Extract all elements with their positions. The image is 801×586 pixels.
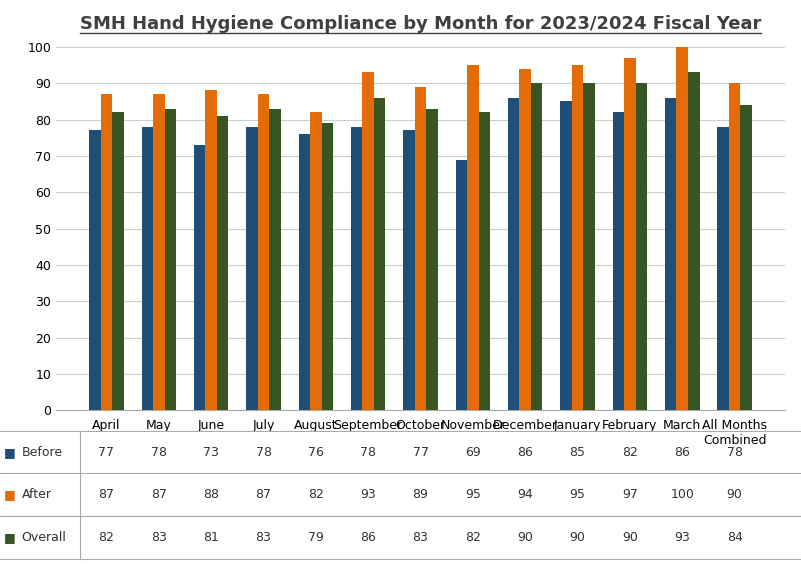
Text: 89: 89 <box>413 488 429 502</box>
Bar <box>740 105 752 410</box>
Text: Before: Before <box>22 445 62 459</box>
Bar <box>89 131 101 410</box>
Bar <box>479 113 490 410</box>
Bar <box>205 90 217 410</box>
Text: 73: 73 <box>203 445 219 459</box>
Text: 82: 82 <box>622 445 638 459</box>
Title: SMH Hand Hygiene Compliance by Month for 2023/2024 Fiscal Year: SMH Hand Hygiene Compliance by Month for… <box>80 15 761 33</box>
Text: 90: 90 <box>517 531 533 544</box>
Text: 81: 81 <box>203 531 219 544</box>
Bar <box>310 113 321 410</box>
Bar <box>374 98 385 410</box>
Text: 86: 86 <box>360 531 376 544</box>
Text: 78: 78 <box>727 445 743 459</box>
Text: 94: 94 <box>517 488 533 502</box>
Bar <box>246 127 258 410</box>
Text: 85: 85 <box>570 445 586 459</box>
Text: 83: 83 <box>413 531 429 544</box>
Text: 87: 87 <box>151 488 167 502</box>
Text: 86: 86 <box>517 445 533 459</box>
Text: 88: 88 <box>203 488 219 502</box>
Text: 97: 97 <box>622 488 638 502</box>
Text: 90: 90 <box>727 488 743 502</box>
Bar <box>613 113 624 410</box>
Bar <box>560 101 572 410</box>
Bar <box>403 131 415 410</box>
Bar <box>456 159 467 410</box>
Text: 90: 90 <box>622 531 638 544</box>
Text: 69: 69 <box>465 445 481 459</box>
Bar <box>217 116 228 410</box>
Text: 77: 77 <box>99 445 115 459</box>
Text: ■: ■ <box>4 445 16 459</box>
Text: 93: 93 <box>360 488 376 502</box>
Bar <box>426 108 438 410</box>
Bar <box>688 72 699 410</box>
Bar <box>677 47 688 410</box>
Text: 95: 95 <box>465 488 481 502</box>
Text: 82: 82 <box>99 531 115 544</box>
Text: 78: 78 <box>151 445 167 459</box>
Bar <box>351 127 362 410</box>
Text: 93: 93 <box>674 531 690 544</box>
Text: 82: 82 <box>308 488 324 502</box>
Text: After: After <box>22 488 51 502</box>
Text: 86: 86 <box>674 445 690 459</box>
Bar <box>299 134 310 410</box>
Text: 100: 100 <box>670 488 694 502</box>
Bar <box>718 127 729 410</box>
Bar <box>520 69 531 410</box>
Text: Overall: Overall <box>22 531 66 544</box>
Bar <box>112 113 123 410</box>
Text: 82: 82 <box>465 531 481 544</box>
Bar <box>321 123 333 410</box>
Bar <box>258 94 269 410</box>
Bar <box>531 83 542 410</box>
Bar <box>572 65 583 410</box>
Bar <box>415 87 426 410</box>
Bar <box>164 108 176 410</box>
Bar <box>101 94 112 410</box>
Bar <box>665 98 677 410</box>
Text: 90: 90 <box>570 531 586 544</box>
Text: 84: 84 <box>727 531 743 544</box>
Bar <box>142 127 153 410</box>
Bar <box>153 94 164 410</box>
Bar <box>583 83 595 410</box>
Bar <box>636 83 647 410</box>
Bar <box>467 65 479 410</box>
Text: 79: 79 <box>308 531 324 544</box>
Bar <box>362 72 374 410</box>
Bar <box>194 145 205 410</box>
Text: 87: 87 <box>99 488 115 502</box>
Text: ■: ■ <box>4 531 16 544</box>
Bar <box>624 58 636 410</box>
Text: 83: 83 <box>256 531 272 544</box>
Text: 76: 76 <box>308 445 324 459</box>
Text: 83: 83 <box>151 531 167 544</box>
Text: 78: 78 <box>360 445 376 459</box>
Bar <box>508 98 520 410</box>
Bar <box>729 83 740 410</box>
Bar <box>269 108 281 410</box>
Text: 77: 77 <box>413 445 429 459</box>
Text: 95: 95 <box>570 488 586 502</box>
Text: 87: 87 <box>256 488 272 502</box>
Text: 78: 78 <box>256 445 272 459</box>
Text: ■: ■ <box>4 488 16 502</box>
